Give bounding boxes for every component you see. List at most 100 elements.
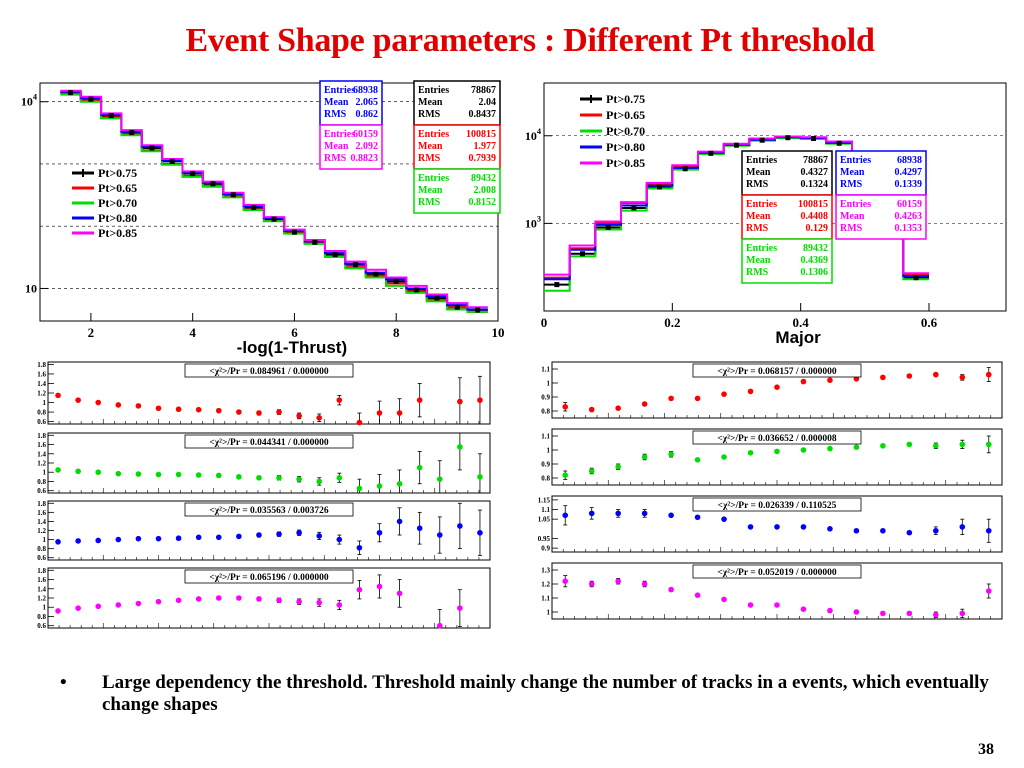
ratio-point-pt-0-80	[588, 510, 595, 517]
point-pt-0-75	[210, 181, 216, 187]
stat-value: 2.008	[474, 185, 497, 196]
y-tick-label: 1.3	[541, 567, 550, 575]
ratio-point-pt-0-70	[457, 444, 463, 450]
ratio-thrust-070-chart: 0.60.811.2 1.41.61.8 <χ²>/Pr = 0.044341 / …	[37, 432, 491, 495]
ratio-point-pt-0-85	[906, 610, 913, 617]
stat-value: 0.862	[356, 109, 379, 120]
ratio-point-pt-0-70	[436, 476, 443, 482]
ratio-point-pt-0-70	[135, 471, 142, 477]
point-pt-0-75	[554, 282, 560, 288]
ratio-point-pt-0-70	[396, 480, 403, 487]
legend-label-pt-0-65: Pt>0.65	[98, 181, 137, 195]
x-tick-label: 0.6	[921, 315, 938, 330]
point-pt-0-75	[393, 278, 399, 284]
y-tick-label: 1.1	[541, 506, 550, 514]
y-tick-label: 1.1	[541, 366, 550, 374]
stat-key: Entries	[324, 85, 355, 96]
point-pt-0-75	[230, 192, 236, 198]
annotation-box	[692, 363, 862, 378]
stat-value: 89432	[803, 243, 828, 254]
annotation-box	[184, 434, 354, 449]
y-tick-label: 0.9	[541, 461, 550, 469]
point-pt-0-75	[631, 205, 637, 211]
ratio-point-pt-0-70	[721, 454, 727, 460]
ratio-point-pt-0-65	[959, 374, 966, 381]
x-tick-label: 0	[541, 315, 548, 330]
point-pt-0-75	[682, 166, 688, 172]
stat-value: 0.1353	[895, 223, 923, 234]
stat-key: Entries	[746, 155, 777, 166]
ratio-point-pt-0-80	[256, 532, 262, 538]
y-tick-label: 1.6	[37, 576, 46, 584]
ratio-point-pt-0-80	[436, 532, 443, 538]
y-tick-label: 0.6	[37, 418, 46, 426]
ratio-point-pt-0-85	[933, 612, 939, 618]
ratio-point-pt-0-85	[721, 596, 727, 603]
ratio-point-pt-0-85	[800, 606, 807, 612]
x-axis-label: -log(1-Thrust)	[237, 338, 347, 357]
ratio-point-pt-0-85	[641, 581, 648, 587]
ratio-point-pt-0-80	[155, 535, 162, 542]
ratio-point-pt-0-80	[959, 524, 966, 530]
annotation-text: <χ²>/Pr = 0.068157 / 0.000000	[717, 367, 837, 377]
point-pt-0-75	[88, 96, 94, 102]
annotation-text: <χ²>/Pr = 0.084961 / 0.000000	[209, 367, 329, 377]
ratio-point-pt-0-80	[827, 526, 833, 532]
ratio-point-pt-0-65	[906, 373, 913, 379]
stat-key: Mean	[746, 255, 771, 266]
ratio-point-pt-0-65	[296, 413, 302, 419]
point-pt-0-75	[475, 307, 481, 313]
y-tick-label: 1	[43, 469, 47, 477]
ratio-point-pt-0-80	[75, 538, 81, 544]
annotation-box	[692, 430, 862, 445]
stat-value: 100815	[798, 199, 828, 210]
ratio-point-pt-0-80	[215, 534, 222, 541]
ratio-point-pt-0-65	[985, 371, 992, 378]
ratio-point-pt-0-85	[316, 599, 323, 606]
ratio-point-pt-0-70	[985, 441, 992, 448]
ratio-point-pt-0-80	[236, 533, 242, 540]
point-pt-0-75	[708, 150, 714, 156]
ratio-point-pt-0-85	[880, 610, 886, 617]
point-pt-0-75	[190, 171, 196, 177]
stat-key: RMS	[418, 153, 441, 164]
stat-value: 68938	[353, 85, 378, 96]
stat-key: Entries	[324, 129, 355, 140]
y-tick-label: 1.1	[541, 595, 550, 603]
ratio-thrust-085-chart: 0.60.811.2 1.41.61.8 <χ²>/Pr = 0.065196 / …	[37, 567, 491, 630]
stat-box-pt-0-65	[413, 124, 501, 170]
ratio-point-pt-0-80	[396, 518, 403, 525]
stat-key: Entries	[840, 155, 871, 166]
ratio-point-pt-0-65	[668, 395, 674, 402]
major-chart: 0 0.2 0.4 0.6 103 104 Major Pt>0.75 Pt>0.65 Pt>0.…	[525, 82, 1007, 347]
stat-value: 0.8437	[469, 109, 497, 120]
y-tick-label: 1.4	[37, 518, 46, 526]
stat-value: 0.4408	[801, 211, 829, 222]
ratio-point-pt-0-85	[959, 610, 966, 617]
stat-value: 2.092	[356, 141, 379, 152]
y-tick-label: 1.2	[37, 595, 46, 603]
ratio-point-pt-0-65	[641, 401, 648, 407]
y-tick-label: 1	[43, 536, 47, 544]
stat-box-pt-0-75	[741, 150, 833, 196]
x-tick-label: 8	[393, 325, 400, 340]
y-tick-label: 0.8	[37, 613, 46, 621]
point-pt-0-75	[759, 137, 765, 143]
y-tick-label: 1.6	[37, 441, 46, 449]
ratio-point-pt-0-65	[276, 409, 282, 415]
ratio-point-pt-0-70	[747, 450, 754, 456]
stat-value: 0.4369	[801, 255, 829, 266]
ratio-point-pt-0-80	[135, 535, 142, 542]
bullet-text: Large dependency the threshold. Threshol…	[102, 672, 989, 715]
y-tick-label: 1.4	[37, 450, 46, 458]
legend-label-pt-0-80: Pt>0.80	[98, 211, 137, 225]
point-pt-0-75	[353, 262, 359, 268]
ratio-point-pt-0-65	[721, 391, 727, 397]
ratio-point-pt-0-70	[906, 441, 913, 448]
point-pt-0-75	[312, 239, 318, 245]
ratio-point-pt-0-85	[747, 602, 754, 608]
ratio-point-pt-0-80	[985, 527, 992, 534]
ratio-point-pt-0-85	[215, 595, 222, 601]
ratio-point-pt-0-85	[827, 607, 833, 614]
ratio-point-pt-0-70	[376, 483, 383, 489]
